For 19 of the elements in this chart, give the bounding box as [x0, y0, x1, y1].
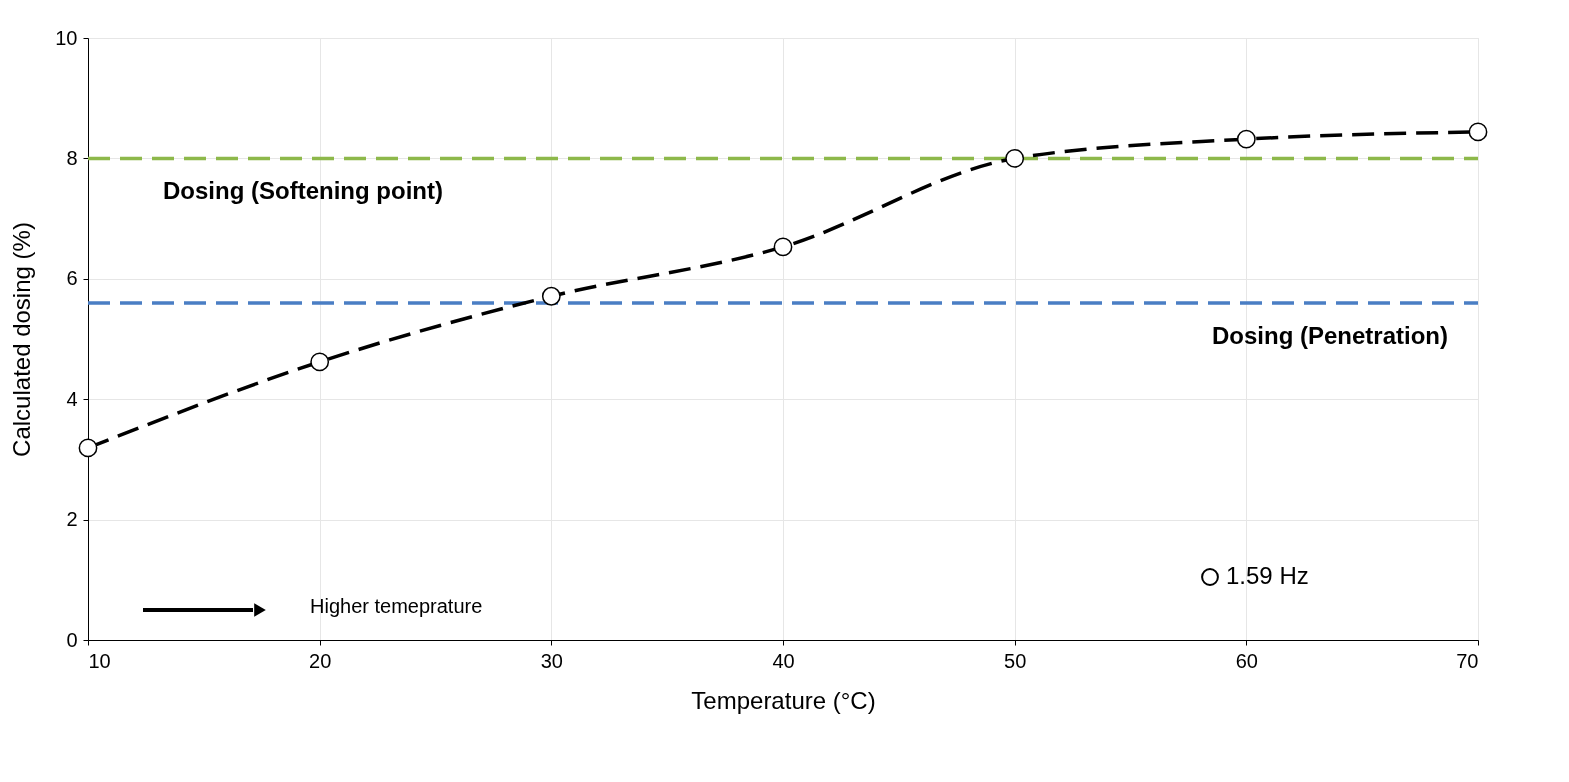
x-tick-label: 50	[1004, 649, 1027, 672]
y-tick-label: 6	[66, 267, 78, 290]
x-tick-label: 40	[772, 649, 795, 672]
y-axis-title: Calculated dosing (%)	[8, 222, 36, 457]
y-tick-label: 2	[66, 508, 78, 531]
y-tick-label: 10	[55, 26, 78, 49]
y-tick-label: 8	[66, 146, 78, 169]
x-tick-label: 60	[1235, 649, 1258, 672]
legend-label: 1.59 Hz	[1226, 562, 1309, 589]
ref-line-label: Dosing (Softening point)	[163, 177, 443, 205]
x-axis-title: Temperature (°C)	[691, 686, 876, 714]
x-tick-label: 10	[88, 649, 111, 672]
annotation: Higher temeprature	[310, 595, 483, 617]
x-tick-label: 30	[540, 649, 563, 672]
x-tick-label: 20	[309, 649, 332, 672]
y-tick-label: 4	[66, 387, 78, 410]
y-tick-label: 0	[66, 628, 78, 651]
x-tick-label: 70	[1456, 649, 1479, 672]
ref-line-label: Dosing (Penetration)	[1211, 321, 1448, 349]
